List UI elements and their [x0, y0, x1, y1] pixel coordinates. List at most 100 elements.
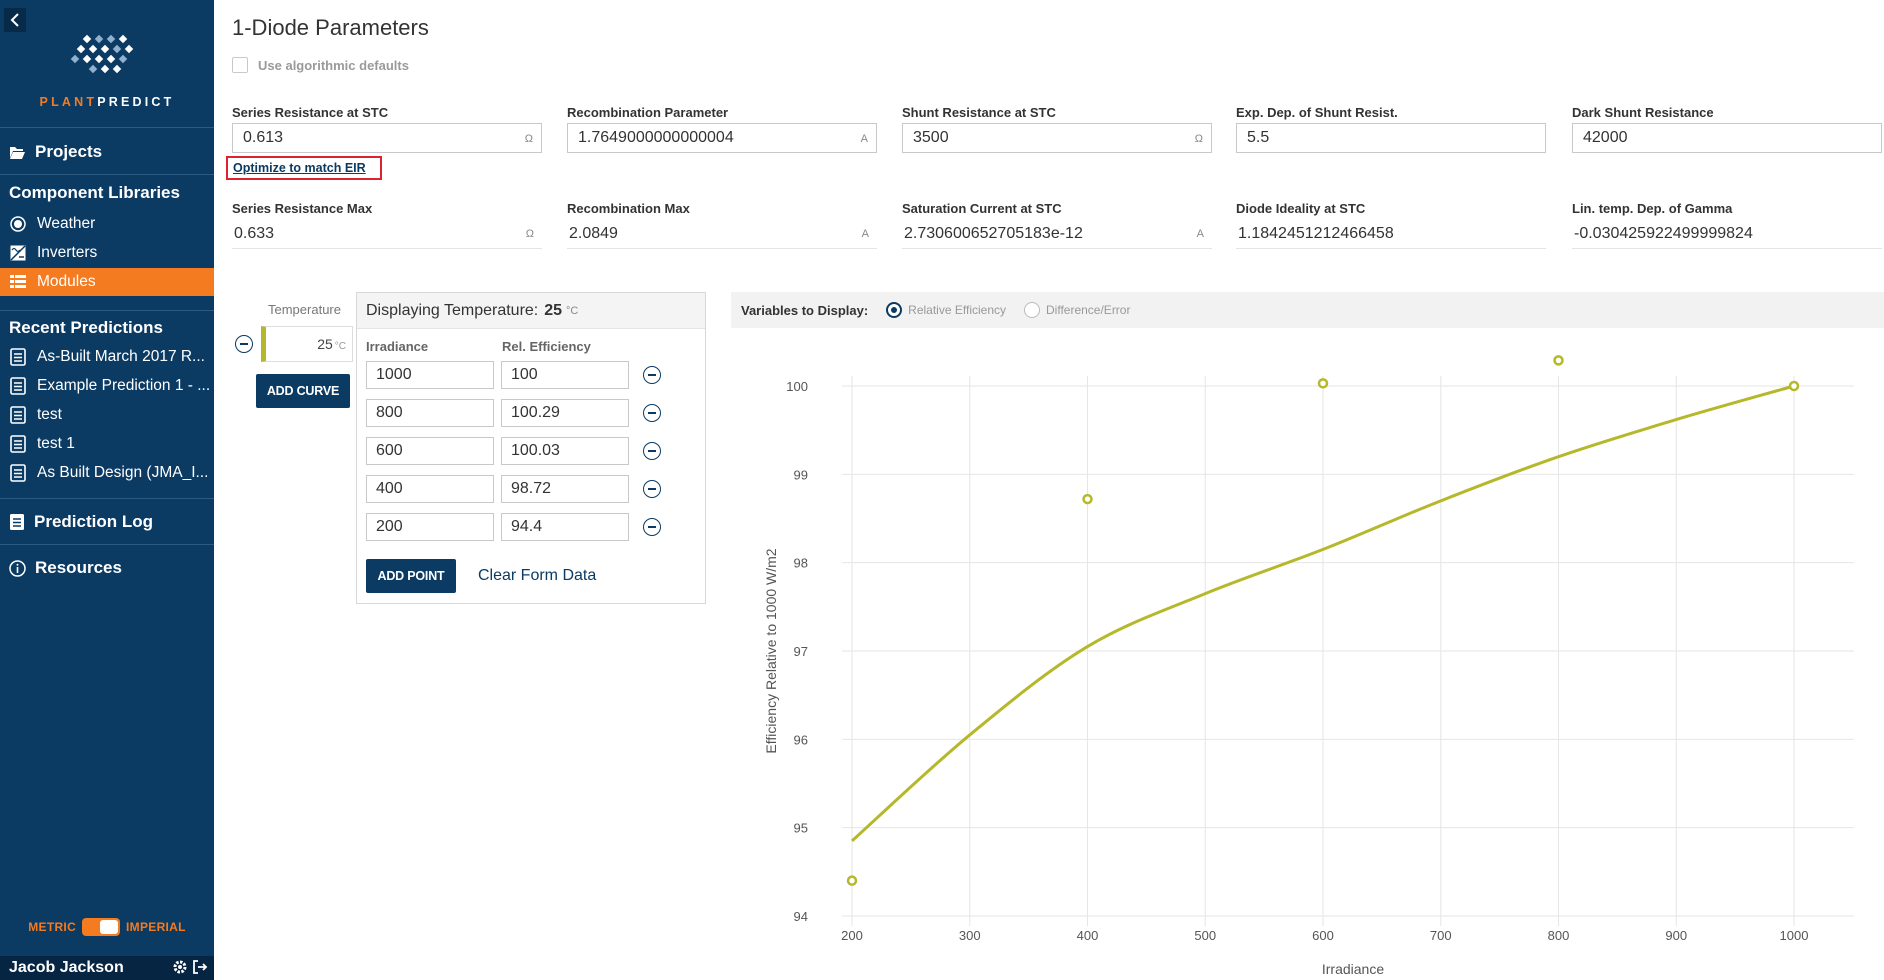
- field-unit: A: [1196, 228, 1204, 240]
- efficiency-curve-line: [850, 384, 1795, 843]
- x-tick-label: 900: [1665, 928, 1687, 943]
- x-tick-label: 1000: [1780, 928, 1809, 943]
- remove-point-button[interactable]: [643, 366, 661, 384]
- document-icon: [9, 464, 27, 482]
- irradiance-input[interactable]: 200: [366, 513, 494, 541]
- difference-error-label[interactable]: Difference/Error: [1046, 303, 1131, 317]
- sidebar-item-inverters[interactable]: Inverters: [0, 239, 214, 267]
- document-icon: [9, 406, 27, 424]
- clear-form-link[interactable]: Clear Form Data: [478, 567, 597, 584]
- add-curve-button[interactable]: ADD CURVE: [256, 374, 350, 408]
- data-point: [846, 875, 858, 886]
- series-resistance-field: Series Resistance at STC 0.613 Ω: [232, 105, 542, 153]
- field-label: Recombination Max: [567, 201, 690, 216]
- efficiency-input[interactable]: 100.29: [501, 399, 629, 427]
- remove-point-button[interactable]: [643, 404, 661, 422]
- units-toggle[interactable]: METRIC IMPERIAL: [28, 918, 186, 936]
- field-label: Lin. temp. Dep. of Gamma: [1572, 201, 1733, 216]
- user-name: Jacob Jackson: [9, 959, 124, 976]
- component-libraries-heading: Component Libraries: [9, 183, 180, 202]
- field-unit: Ω: [524, 133, 533, 145]
- dark-shunt-resistance-input[interactable]: 42000: [1572, 123, 1882, 153]
- sidebar-item-recent-prediction[interactable]: Example Prediction 1 - ...: [0, 372, 214, 400]
- exp-dep-shunt-field: Exp. Dep. of Shunt Resist. 5.5: [1236, 105, 1546, 153]
- saturation-current-value: 2.730600652705183e-12 A: [902, 219, 1212, 249]
- chevron-left-icon: [10, 13, 19, 27]
- data-point: [1317, 378, 1329, 389]
- sidebar-item-recent-prediction[interactable]: As Built Design (JMA_I...: [0, 459, 214, 487]
- sidebar-item-weather[interactable]: Weather: [0, 210, 214, 238]
- use-defaults-row[interactable]: Use algorithmic defaults: [232, 57, 409, 73]
- module-icon: [9, 273, 27, 291]
- units-switch-knob: [100, 920, 119, 934]
- data-point: [1553, 355, 1564, 366]
- irradiance-input[interactable]: 400: [366, 475, 494, 503]
- sidebar-item-recent-prediction[interactable]: test: [0, 401, 214, 429]
- diode-ideality-field: Diode Ideality at STC 1.1842451212466458: [1236, 201, 1546, 249]
- chart-y-ticks: 94 95 96 97 98 99 100: [786, 379, 808, 924]
- relative-efficiency-label[interactable]: Relative Efficiency: [908, 303, 1006, 317]
- nav-prediction-log[interactable]: Prediction Log: [9, 512, 153, 532]
- optimize-eir-link[interactable]: Optimize to match EIR: [226, 156, 382, 180]
- x-tick-label: 700: [1430, 928, 1452, 943]
- weather-icon: [9, 215, 27, 233]
- nav-resources[interactable]: Resources: [9, 558, 122, 578]
- divider: [0, 498, 214, 499]
- series-resistance-input[interactable]: 0.613 Ω: [232, 123, 542, 153]
- units-switch[interactable]: [82, 918, 121, 936]
- irradiance-input[interactable]: 800: [366, 399, 494, 427]
- logout-icon[interactable]: [192, 959, 208, 975]
- sidebar-item-modules[interactable]: Modules: [0, 268, 214, 296]
- field-label: Saturation Current at STC: [902, 201, 1062, 216]
- field-label: Series Resistance at STC: [232, 105, 389, 120]
- remove-curve-button[interactable]: [235, 335, 253, 353]
- irradiance-input[interactable]: 600: [366, 437, 494, 465]
- sidebar-item-recent-prediction[interactable]: test 1: [0, 430, 214, 458]
- efficiency-chart: 94 95 96 97 98 99 100 200 300 400 500 600 700 800 900…: [763, 355, 1854, 977]
- efficiency-input[interactable]: 94.4: [501, 513, 629, 541]
- user-bar: Jacob Jackson: [0, 956, 214, 980]
- x-tick-label: 600: [1312, 928, 1334, 943]
- efficiency-input[interactable]: 100.03: [501, 437, 629, 465]
- folder-open-icon: [10, 146, 25, 159]
- sidebar: PLANTPREDICT Projects Component Librarie…: [0, 0, 214, 980]
- difference-error-radio[interactable]: [1024, 302, 1040, 318]
- relative-efficiency-radio[interactable]: [886, 302, 903, 318]
- gear-icon[interactable]: [172, 959, 188, 975]
- exp-dep-shunt-input[interactable]: 5.5: [1236, 123, 1546, 153]
- page-title: 1-Diode Parameters: [232, 15, 429, 40]
- chart-y-axis-label: Efficiency Relative to 1000 W/m2: [763, 548, 779, 753]
- field-label: Shunt Resistance at STC: [902, 105, 1056, 120]
- dark-shunt-resistance-field: Dark Shunt Resistance 42000: [1572, 105, 1882, 153]
- use-defaults-checkbox[interactable]: [232, 57, 248, 73]
- x-tick-label: 200: [841, 928, 863, 943]
- chart-grid: [842, 376, 1854, 926]
- efficiency-input[interactable]: 100: [501, 361, 629, 389]
- recombination-parameter-input[interactable]: 1.7649000000000004 A: [567, 123, 877, 153]
- x-tick-label: 500: [1194, 928, 1216, 943]
- efficiency-input[interactable]: 98.72: [501, 475, 629, 503]
- rel-efficiency-column-label: Rel. Efficiency: [502, 339, 591, 354]
- displaying-temperature-header: Displaying Temperature: 25 °C: [357, 293, 705, 329]
- nav-projects[interactable]: Projects: [9, 142, 102, 162]
- field-unit: Ω: [525, 228, 534, 240]
- y-tick-label: 98: [794, 556, 808, 571]
- irradiance-input[interactable]: 1000: [366, 361, 494, 389]
- divider: [0, 310, 214, 311]
- recombination-parameter-field: Recombination Parameter 1.76490000000000…: [567, 105, 877, 153]
- y-tick-label: 95: [794, 821, 808, 836]
- remove-point-button[interactable]: [643, 518, 661, 536]
- shunt-resistance-input[interactable]: 3500 Ω: [902, 123, 1212, 153]
- collapse-sidebar-button[interactable]: [4, 8, 26, 32]
- data-point: [1082, 493, 1093, 505]
- saturation-current-field: Saturation Current at STC 2.730600652705…: [902, 201, 1212, 249]
- remove-point-button[interactable]: [643, 442, 661, 460]
- temperature-curve-item[interactable]: 25 °C: [261, 326, 353, 362]
- remove-point-button[interactable]: [643, 480, 661, 498]
- variables-to-display-bar: Variables to Display: Relative Efficienc…: [731, 292, 1884, 328]
- y-tick-label: 94: [794, 909, 808, 924]
- sidebar-item-recent-prediction[interactable]: As-Built March 2017 R...: [0, 343, 214, 371]
- plantpredict-logo[interactable]: PLANTPREDICT: [0, 34, 214, 109]
- add-point-button[interactable]: ADD POINT: [366, 559, 456, 593]
- series-resistance-max-field: Series Resistance Max 0.633 Ω: [232, 201, 542, 249]
